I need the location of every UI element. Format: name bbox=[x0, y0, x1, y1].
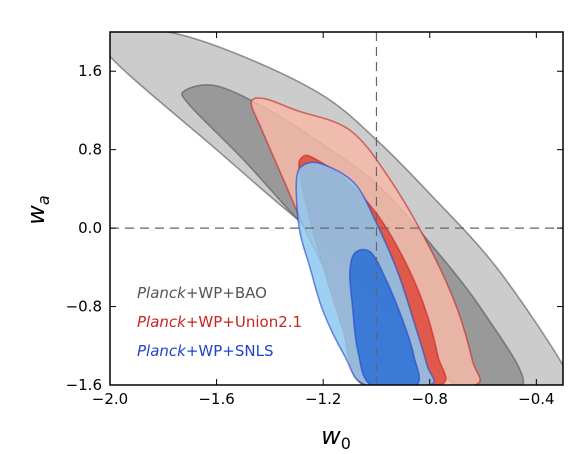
plot-frame bbox=[109, 31, 564, 386]
legend-entry-snls-rest: +WP+SNLS bbox=[186, 342, 274, 360]
y-tick-label: −1.6 bbox=[66, 376, 102, 394]
reference-lines bbox=[110, 32, 563, 385]
y-axis-label: wa bbox=[22, 195, 53, 224]
x-axis-label-base: w bbox=[321, 422, 341, 450]
x-tick-label: −1.6 bbox=[198, 390, 234, 408]
contour-layer bbox=[110, 32, 563, 385]
legend-entry-union-rest: +WP+Union2.1 bbox=[186, 313, 302, 331]
y-axis-label-base: w bbox=[22, 205, 50, 225]
legend-entry-snls-italic: Planck bbox=[137, 342, 187, 360]
y-tick-label: 0.0 bbox=[78, 219, 102, 237]
axis-ticks: −2.0 −1.6 −1.2 −0.8 −0.4−1.6−0.80.00.81.6 bbox=[66, 32, 563, 408]
y-tick-label: 0.8 bbox=[78, 141, 102, 159]
x-tick-label: −0.4 bbox=[518, 390, 554, 408]
x-tick-label: −2.0 bbox=[92, 390, 128, 408]
x-tick-label: −0.8 bbox=[412, 390, 448, 408]
legend-entry-bao-italic: Planck bbox=[137, 284, 187, 302]
legend-entry-bao-rest: +WP+BAO bbox=[186, 284, 267, 302]
y-axis-label-sub: a bbox=[34, 195, 53, 205]
x-axis-label: w0 bbox=[321, 422, 351, 453]
legend-entry-union: Planck+WP+Union2.1 bbox=[137, 313, 302, 331]
legend-entry-union-italic: Planck bbox=[137, 313, 187, 331]
x-axis-label-sub: 0 bbox=[341, 434, 351, 453]
legend: Planck+WP+BAO Planck+WP+Union2.1 Planck+… bbox=[137, 284, 302, 360]
contour-snls-68 bbox=[348, 248, 421, 385]
y-tick-label: 1.6 bbox=[78, 62, 102, 80]
legend-entry-snls: Planck+WP+SNLS bbox=[137, 342, 274, 360]
legend-entry-bao: Planck+WP+BAO bbox=[137, 284, 267, 302]
y-tick-label: −0.8 bbox=[66, 298, 102, 316]
x-tick-label: −1.2 bbox=[305, 390, 341, 408]
